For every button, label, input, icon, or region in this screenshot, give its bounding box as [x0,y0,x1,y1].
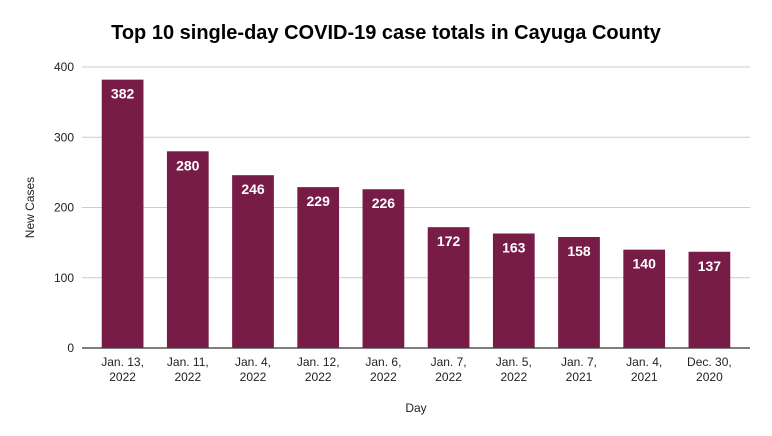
y-axis-title: New Cases [23,177,37,238]
bar [688,251,731,348]
y-tick-label: 400 [54,60,74,74]
x-tick-label-line: 2022 [174,370,201,384]
bar-value-label: 137 [698,258,722,274]
y-tick-label: 0 [67,341,74,355]
x-tick-label: Jan. 4, 2021 [626,355,662,384]
y-tick-label: 200 [54,201,74,215]
x-tick-label: Jan. 7, 2022 [431,355,467,384]
x-tick-label-line: 2022 [109,370,136,384]
x-tick-label-line: 2022 [240,370,267,384]
bar [232,175,274,348]
bar-value-label: 172 [437,233,461,249]
x-tick-label-line: Jan. 13, [101,355,144,369]
y-tick-label: 100 [54,271,74,285]
bar [297,187,340,348]
x-tick-label: Jan. 7, 2021 [561,355,597,384]
x-tick-label-line: 2022 [305,370,332,384]
x-tick-label-line: 2021 [566,370,593,384]
x-tick-label-line: Jan. 12, [297,355,340,369]
bar [362,189,405,348]
x-tick-label: Dec. 30, 2020 [687,355,732,384]
y-tick-label: 300 [54,130,74,144]
bar-value-label: 382 [111,86,135,102]
bar-layer [101,79,731,349]
x-tick-label-line: Jan. 5, [496,355,532,369]
x-tick-label-line: Jan. 4, [626,355,662,369]
bar [166,151,209,348]
bar [101,79,144,349]
bar-value-label: 158 [567,243,591,259]
x-tick-label-line: Jan. 7, [431,355,467,369]
x-tick-label-line: 2022 [500,370,527,384]
x-tick-label-line: 2022 [435,370,462,384]
x-tick-label: Jan. 11, 2022 [167,355,209,384]
x-tick-label: Jan. 13, 2022 [101,355,144,384]
x-tick-label: Jan. 12, 2022 [297,355,340,384]
bar-value-label: 226 [372,195,396,211]
x-tick-label-line: Jan. 7, [561,355,597,369]
bar [558,237,600,348]
chart-title: Top 10 single-day COVID-19 case totals i… [111,22,661,44]
bar-value-label: 163 [502,239,526,255]
x-tick-label-line: Dec. 30, [687,355,732,369]
x-tick-label: Jan. 4, 2022 [235,355,271,384]
bar-value-label: 140 [633,256,657,272]
x-tick-label-line: Jan. 11, [167,355,209,369]
bar [623,249,666,348]
bar-value-label: 229 [307,193,331,209]
x-tick-label-line: Jan. 4, [235,355,271,369]
x-tick-label-line: Jan. 6, [365,355,401,369]
bar [492,233,535,348]
bar-value-label: 280 [176,157,200,173]
x-tick-label-line: 2020 [696,370,723,384]
x-tick-label-line: 2021 [631,370,658,384]
x-tick-label: Jan. 5, 2022 [496,355,532,384]
bar-value-label: 246 [241,181,265,197]
x-tick-label-line: 2022 [370,370,397,384]
x-tick-label: Jan. 6, 2022 [365,355,401,384]
bar [427,227,470,348]
x-axis-title: Day [405,401,426,415]
